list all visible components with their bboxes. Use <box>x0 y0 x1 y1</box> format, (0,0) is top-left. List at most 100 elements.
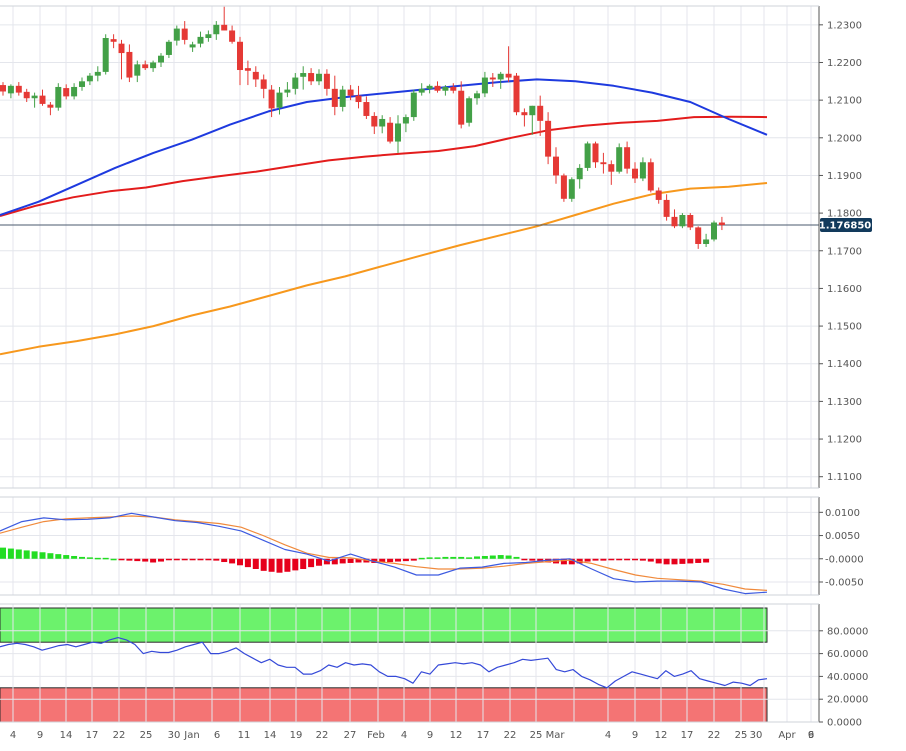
candle-body <box>363 102 370 116</box>
x-axis-label: Feb <box>367 730 385 741</box>
macd-histogram-bar <box>521 558 528 561</box>
macd-histogram-bar <box>647 558 654 562</box>
macd-axis-label: 0.0050 <box>825 531 860 542</box>
macd-histogram-bar <box>94 557 101 560</box>
candle-body <box>560 175 567 199</box>
candle-body <box>63 88 70 97</box>
candle-body <box>418 88 425 93</box>
last-price-badge <box>820 217 872 232</box>
candle-body <box>276 92 283 108</box>
macd-histogram-bar <box>213 558 220 561</box>
macd-histogram-bar <box>703 558 710 563</box>
price-axis-label: 1.1300 <box>827 397 862 408</box>
candle-body <box>592 143 599 163</box>
candle-body <box>284 89 291 93</box>
macd-histogram-bar <box>426 557 433 559</box>
x-axis-label: 6 <box>808 730 814 741</box>
macd-histogram-bar <box>616 558 623 561</box>
macd-histogram-bar <box>458 556 465 559</box>
candle-body <box>47 104 54 108</box>
macd-histogram-bar <box>537 558 544 562</box>
candle-body <box>489 77 496 80</box>
candle-body <box>616 147 623 172</box>
candle-body <box>110 39 117 42</box>
candle-body <box>7 85 14 94</box>
macd-histogram-bar <box>244 558 251 568</box>
candle-body <box>205 34 212 39</box>
rsi-axis-label: 60.0000 <box>827 649 868 660</box>
candle-body <box>55 86 62 108</box>
macd-histogram-bar <box>197 558 204 561</box>
macd-histogram-bar <box>331 558 338 565</box>
candle-body <box>458 90 465 125</box>
price-axis-label: 1.1500 <box>827 322 862 333</box>
macd-histogram-bar <box>39 552 46 559</box>
rsi-axis-label: 20.0000 <box>827 695 868 706</box>
macd-histogram-bar <box>339 558 346 564</box>
x-axis-label: 4 <box>10 730 16 741</box>
price-axis-label: 1.1200 <box>827 435 862 446</box>
macd-histogram-bar <box>181 558 188 561</box>
x-axis-label: 17 <box>477 730 490 741</box>
rsi-axis-label: 0.0000 <box>827 718 862 729</box>
rsi-line <box>0 637 768 689</box>
candle-body <box>213 24 220 35</box>
x-axis-label: 9 <box>808 730 814 741</box>
candle-body <box>395 123 401 142</box>
macd-axis-label: -0.0000 <box>825 554 864 565</box>
candle-body <box>197 36 204 44</box>
candle-body <box>94 71 101 76</box>
macd-histogram-bar <box>63 555 70 559</box>
candle-body <box>703 239 710 244</box>
macd-histogram-bar <box>497 555 504 559</box>
macd-histogram-bar <box>632 558 638 561</box>
macd-histogram-bar <box>252 558 259 569</box>
price-axis-label: 1.1400 <box>827 359 862 370</box>
macd-histogram-bar <box>663 558 670 565</box>
x-axis-label: 12 <box>450 730 463 741</box>
macd-histogram-bar <box>221 558 228 563</box>
candle-body <box>584 143 591 168</box>
candle-body <box>0 85 6 92</box>
candle-body <box>647 162 654 191</box>
price-axis-label: 1.1700 <box>827 246 862 257</box>
macd-axis-label: -0.0050 <box>825 577 864 588</box>
x-axis-label: 11 <box>238 730 251 741</box>
macd-histogram-bar <box>229 558 236 564</box>
candle-body <box>221 24 228 31</box>
candle-body <box>679 214 686 227</box>
sma100-line <box>0 115 768 218</box>
sma200-line <box>0 182 768 356</box>
macd-histogram-bar <box>316 558 322 566</box>
macd-histogram-bar <box>86 557 93 559</box>
macd-histogram-bar <box>323 558 330 565</box>
macd-histogram-bar <box>474 556 480 559</box>
candle-body <box>545 120 552 157</box>
macd-histogram-bar <box>23 550 30 559</box>
macd-histogram-bar <box>126 558 133 561</box>
candle-body <box>379 118 386 127</box>
macd-histogram-bar <box>489 555 496 559</box>
candle-body <box>466 98 473 123</box>
x-axis-label: 30 <box>750 730 763 741</box>
x-axis-label: 6 <box>214 730 220 741</box>
candle-body <box>450 86 457 91</box>
macd-histogram-bar <box>260 558 267 571</box>
candle-body <box>118 43 125 54</box>
price-axis-label: 1.2000 <box>827 133 862 144</box>
candle-body <box>102 38 109 72</box>
macd-histogram-bar <box>387 558 394 563</box>
macd-histogram-bar <box>466 557 473 559</box>
macd-histogram-bar <box>0 547 6 559</box>
macd-histogram-bar <box>584 558 591 562</box>
macd-histogram-bar <box>71 555 78 559</box>
macd-histogram-bar <box>639 558 646 561</box>
candle-body <box>695 227 702 244</box>
x-axis-label: Apr <box>778 730 796 741</box>
candle-body <box>181 28 188 40</box>
macd-histogram-bar <box>284 558 291 572</box>
x-axis-label: 17 <box>681 730 694 741</box>
macd-histogram-bar <box>276 558 283 573</box>
x-axis-label: 9 <box>427 730 433 741</box>
